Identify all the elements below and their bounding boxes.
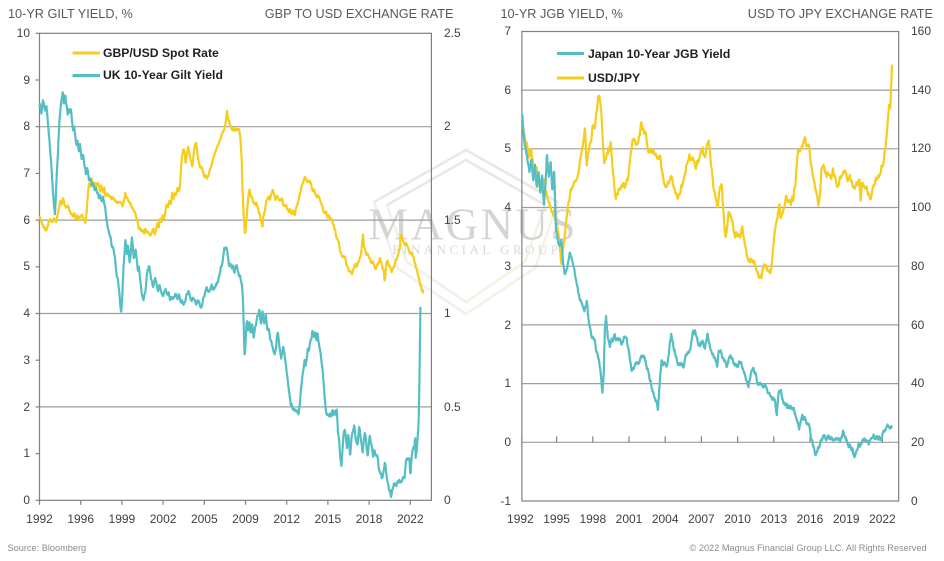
svg-text:FINANCIAL GROUP: FINANCIAL GROUP xyxy=(392,243,561,257)
